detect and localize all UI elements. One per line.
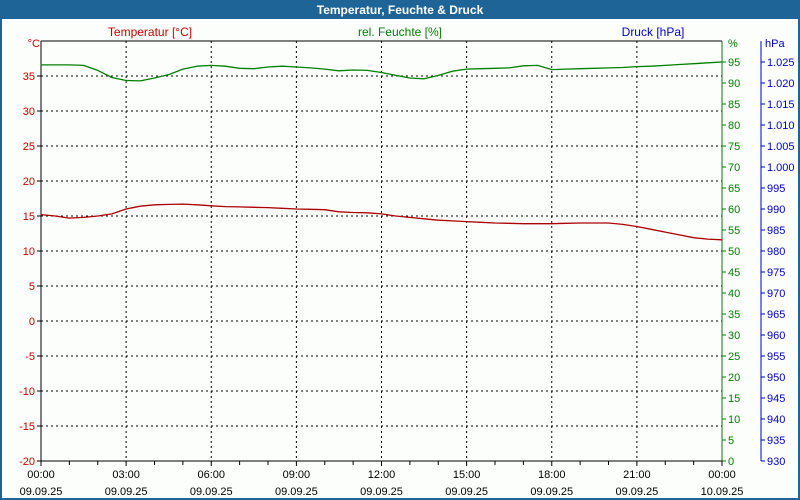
pressure-tick-label: 985 bbox=[767, 225, 785, 237]
time-label: 00:00 bbox=[27, 469, 55, 481]
pressure-tick-label: 995 bbox=[767, 183, 785, 195]
time-label: 03:00 bbox=[112, 469, 140, 481]
temperature-tick-label: 10 bbox=[23, 246, 35, 258]
pressure-tick-label: 940 bbox=[767, 414, 785, 426]
humidity-tick-label: 5 bbox=[728, 435, 734, 447]
pressure-tick-label: 935 bbox=[767, 435, 785, 447]
temperature-axis-unit: °C bbox=[27, 38, 40, 50]
time-label: 06:00 bbox=[197, 469, 225, 481]
time-label: 09:00 bbox=[283, 469, 311, 481]
pressure-tick-label: 980 bbox=[767, 246, 785, 258]
temperature-tick-label: 5 bbox=[29, 281, 35, 293]
humidity-tick-label: 75 bbox=[728, 141, 740, 153]
date-label: 09.09.25 bbox=[105, 486, 148, 498]
humidity-tick-label: 35 bbox=[728, 309, 740, 321]
temperature-tick-label: 20 bbox=[23, 176, 35, 188]
pressure-axis-unit: hPa bbox=[765, 38, 785, 50]
pressure-tick-label: 1.000 bbox=[767, 162, 795, 174]
humidity-tick-label: 45 bbox=[728, 267, 740, 279]
pressure-tick-label: 975 bbox=[767, 267, 785, 279]
temperature-tick-label: 15 bbox=[23, 211, 35, 223]
humidity-tick-label: 95 bbox=[728, 57, 740, 69]
humidity-tick-label: 15 bbox=[728, 393, 740, 405]
pressure-tick-label: 960 bbox=[767, 330, 785, 342]
pressure-tick-label: 1.005 bbox=[767, 141, 795, 153]
temperature-tick-label: -10 bbox=[19, 386, 35, 398]
humidity-tick-label: 70 bbox=[728, 162, 740, 174]
pressure-tick-label: 1.010 bbox=[767, 120, 795, 132]
time-label: 21:00 bbox=[623, 469, 651, 481]
humidity-tick-label: 90 bbox=[728, 78, 740, 90]
date-label: 09.09.25 bbox=[190, 486, 233, 498]
pressure-tick-label: 970 bbox=[767, 288, 785, 300]
temperature-curve bbox=[40, 203, 723, 241]
title-bar: Temperatur, Feuchte & Druck bbox=[2, 0, 798, 19]
pressure-tick-label: 930 bbox=[767, 456, 785, 468]
humidity-tick-label: 65 bbox=[728, 183, 740, 195]
date-label: 09.09.25 bbox=[20, 486, 63, 498]
humidity-tick-label: 0 bbox=[728, 456, 734, 468]
pressure-tick-label: 990 bbox=[767, 204, 785, 216]
time-label: 15:00 bbox=[453, 469, 481, 481]
humidity-tick-label: 20 bbox=[728, 372, 740, 384]
pressure-tick-label: 1.020 bbox=[767, 78, 795, 90]
pressure-tick-label: 955 bbox=[767, 351, 785, 363]
humidity-tick-label: 85 bbox=[728, 99, 740, 111]
date-label: 09.09.25 bbox=[530, 486, 573, 498]
pressure-tick-label: 950 bbox=[767, 372, 785, 384]
temperature-tick-label: -20 bbox=[19, 456, 35, 468]
temperature-tick-label: -5 bbox=[25, 351, 35, 363]
humidity-tick-label: 55 bbox=[728, 225, 740, 237]
humidity-axis-unit: % bbox=[728, 38, 738, 50]
humidity-curve bbox=[40, 61, 723, 82]
temperature-tick-label: 0 bbox=[29, 316, 35, 328]
date-label: 09.09.25 bbox=[615, 486, 658, 498]
time-label: 00:00 bbox=[708, 469, 736, 481]
temperature-tick-label: 30 bbox=[23, 106, 35, 118]
legend-temperature-label: Temperatur [°C] bbox=[107, 25, 193, 39]
pressure-tick-label: 1.015 bbox=[767, 99, 795, 111]
window-title: Temperatur, Feuchte & Druck bbox=[316, 2, 484, 17]
humidity-tick-label: 30 bbox=[728, 330, 740, 342]
legend-pressure-label: Druck [hPa] bbox=[621, 25, 685, 39]
temperature-tick-label: 35 bbox=[23, 71, 35, 83]
humidity-tick-label: 60 bbox=[728, 204, 740, 216]
temperature-tick-label: -15 bbox=[19, 421, 35, 433]
humidity-tick-label: 25 bbox=[728, 351, 740, 363]
legend-humidity-label: rel. Feuchte [%] bbox=[357, 25, 443, 39]
humidity-tick-label: 40 bbox=[728, 288, 740, 300]
pressure-tick-label: 1.025 bbox=[767, 57, 795, 69]
temperature-tick-label: 25 bbox=[23, 141, 35, 153]
pressure-tick-label: 965 bbox=[767, 309, 785, 321]
pressure-tick-label: 945 bbox=[767, 393, 785, 405]
date-label: 10.09.25 bbox=[701, 486, 744, 498]
date-label: 09.09.25 bbox=[445, 486, 488, 498]
time-label: 18:00 bbox=[538, 469, 566, 481]
date-label: 09.09.25 bbox=[360, 486, 403, 498]
humidity-tick-label: 50 bbox=[728, 246, 740, 258]
humidity-tick-label: 80 bbox=[728, 120, 740, 132]
time-label: 12:00 bbox=[368, 469, 396, 481]
date-label: 09.09.25 bbox=[275, 486, 318, 498]
humidity-tick-label: 10 bbox=[728, 414, 740, 426]
